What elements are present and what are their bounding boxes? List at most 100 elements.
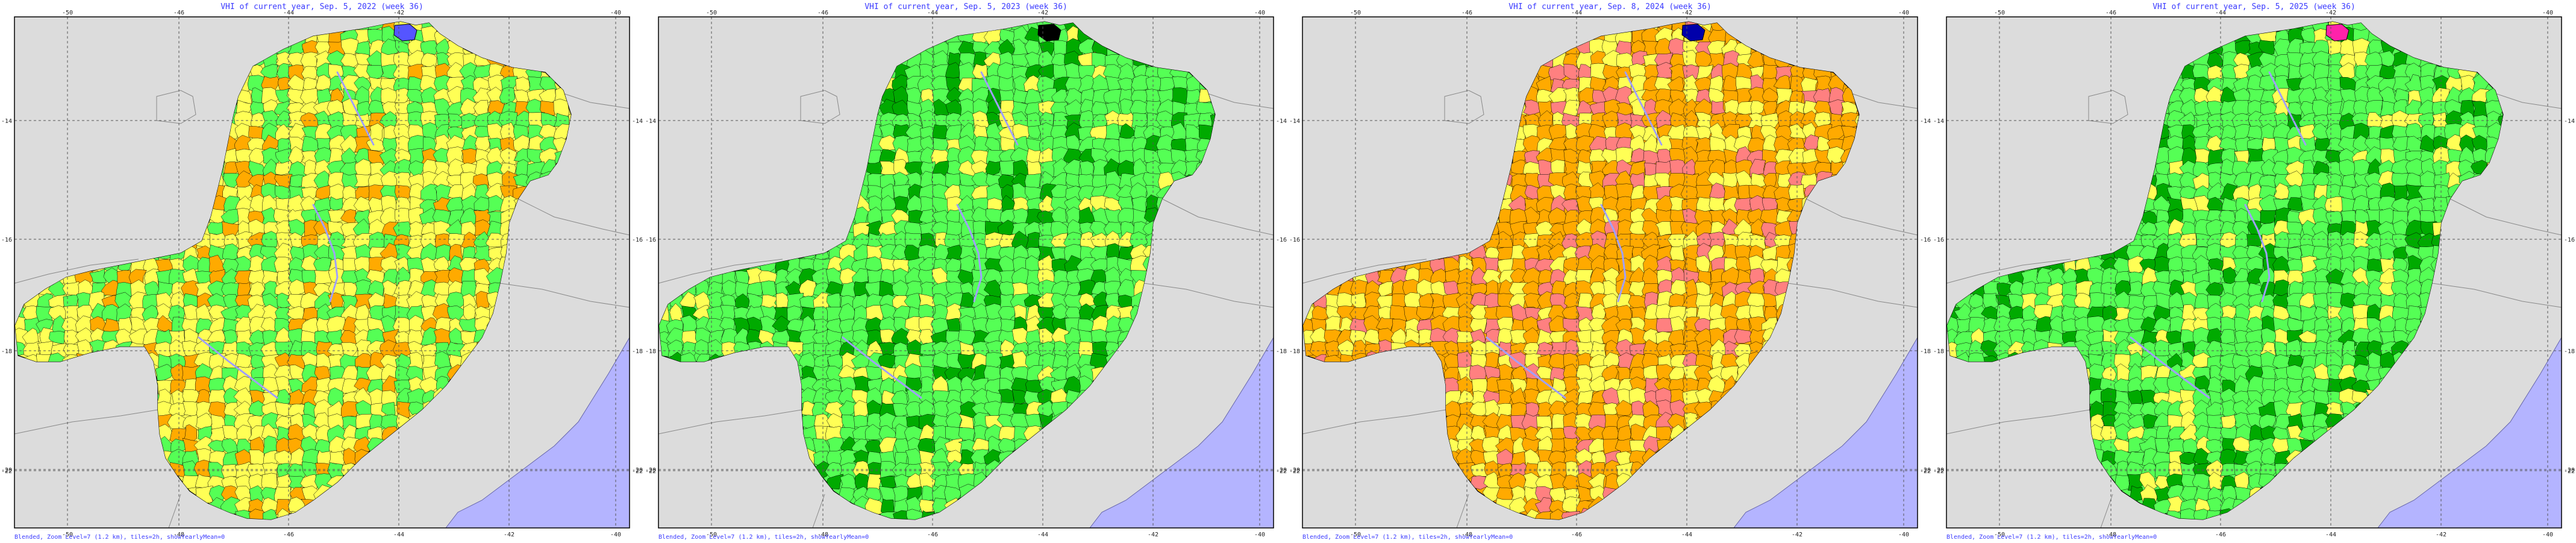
axis-tick-label: -42 xyxy=(504,532,514,538)
municipality xyxy=(867,474,881,492)
municipality xyxy=(342,316,360,334)
municipality xyxy=(998,306,1016,322)
municipality xyxy=(1827,125,1845,142)
municipality xyxy=(1671,279,1688,298)
municipality xyxy=(2036,316,2053,336)
neighbor-state-border xyxy=(1198,90,1274,109)
municipality xyxy=(2418,99,2437,117)
municipality xyxy=(327,99,345,116)
vhi-map-panel-4: -50 -46 -44 -42 -40 -50 -48 -46 -44 -42 -40 -14 -16 -… xyxy=(1932,0,2576,543)
municipality xyxy=(1120,98,1133,115)
special-municipality xyxy=(393,24,417,42)
municipality xyxy=(476,290,490,309)
municipality xyxy=(906,509,924,519)
municipality xyxy=(946,77,961,93)
municipality xyxy=(893,196,910,213)
river xyxy=(2268,71,2307,146)
municipality xyxy=(865,256,884,272)
municipality xyxy=(1064,51,1084,68)
municipality xyxy=(840,330,857,344)
municipality xyxy=(1602,387,1622,405)
municipality xyxy=(210,233,227,248)
municipality xyxy=(1696,64,1713,80)
municipality xyxy=(329,436,345,454)
municipality xyxy=(1708,209,1725,227)
municipality xyxy=(1722,329,1740,344)
vhi-map: -50 -46 -44 -42 -40 -50 -48 -46 -44 -42 -40 -14 -16 -… xyxy=(1933,10,2575,538)
municipality xyxy=(2390,159,2410,177)
municipality xyxy=(2313,292,2330,310)
special-municipality xyxy=(2325,24,2349,42)
municipality xyxy=(369,122,384,143)
municipality xyxy=(2248,110,2265,131)
vhi-map: -50 -46 -44 -42 -40 -50 -48 -46 -44 -42 -40 -14 -16 -… xyxy=(1,10,643,538)
municipality xyxy=(2313,115,2331,127)
municipality xyxy=(313,257,332,272)
municipality xyxy=(275,88,291,103)
municipality xyxy=(2207,65,2222,80)
municipality xyxy=(905,486,922,502)
municipality xyxy=(1523,99,1541,116)
municipality xyxy=(1642,221,1660,238)
municipality xyxy=(288,146,306,165)
municipality xyxy=(1537,100,1554,117)
municipality xyxy=(315,74,334,92)
axis-tick-label: -46 xyxy=(1462,10,1472,16)
municipality xyxy=(2192,63,2211,81)
municipality xyxy=(249,485,263,504)
municipality xyxy=(170,363,184,383)
axis-tick-label: -14 xyxy=(632,118,643,125)
neighbor-state-border xyxy=(658,259,783,284)
municipality xyxy=(2113,412,2133,430)
axis-tick-label: -46 xyxy=(1571,532,1582,538)
municipality xyxy=(500,122,519,140)
municipality xyxy=(1980,340,2001,359)
municipality xyxy=(1186,89,1202,105)
municipality xyxy=(420,344,439,360)
municipality xyxy=(1064,196,1084,213)
municipality xyxy=(1064,327,1082,348)
municipality xyxy=(1776,88,1792,105)
municipality xyxy=(1590,76,1606,93)
municipality xyxy=(287,74,305,95)
municipality xyxy=(275,473,292,491)
municipality xyxy=(2327,378,2343,396)
axis-tick-label: -40 xyxy=(1254,10,1265,16)
municipality xyxy=(1079,110,1094,130)
axis-tick-label: -50 xyxy=(1350,532,1361,538)
municipality xyxy=(1749,328,1766,345)
municipality xyxy=(301,66,318,80)
municipality xyxy=(1090,258,1108,274)
municipality xyxy=(2154,462,2172,479)
municipality xyxy=(302,424,318,441)
municipality xyxy=(1458,401,1474,416)
municipality xyxy=(1669,245,1685,263)
municipality xyxy=(1525,307,1541,320)
municipality xyxy=(1601,365,1620,381)
municipality xyxy=(314,291,332,309)
neighbor-state-border xyxy=(499,283,630,308)
municipality xyxy=(341,378,360,394)
municipality xyxy=(1051,281,1069,295)
municipality xyxy=(2192,473,2212,493)
municipality xyxy=(878,342,896,357)
municipality xyxy=(1721,99,1740,116)
municipality xyxy=(195,401,213,418)
municipality xyxy=(2260,448,2279,466)
municipality xyxy=(2259,401,2278,419)
municipality xyxy=(880,269,897,284)
municipality xyxy=(1119,123,1137,142)
municipality xyxy=(2259,112,2279,128)
axis-tick-label: -20 xyxy=(645,467,656,474)
municipality xyxy=(367,316,386,332)
municipality xyxy=(1130,231,1149,250)
municipality xyxy=(1484,351,1499,369)
axis-tick-label: -50 xyxy=(1994,532,2005,538)
municipality xyxy=(919,399,937,420)
municipality xyxy=(722,280,739,298)
axis-tick-label: -20 xyxy=(1,467,12,474)
municipality xyxy=(1565,124,1580,140)
municipality xyxy=(2101,328,2119,346)
municipality xyxy=(1562,233,1580,251)
axis-tick-label: -44 xyxy=(2215,10,2226,16)
